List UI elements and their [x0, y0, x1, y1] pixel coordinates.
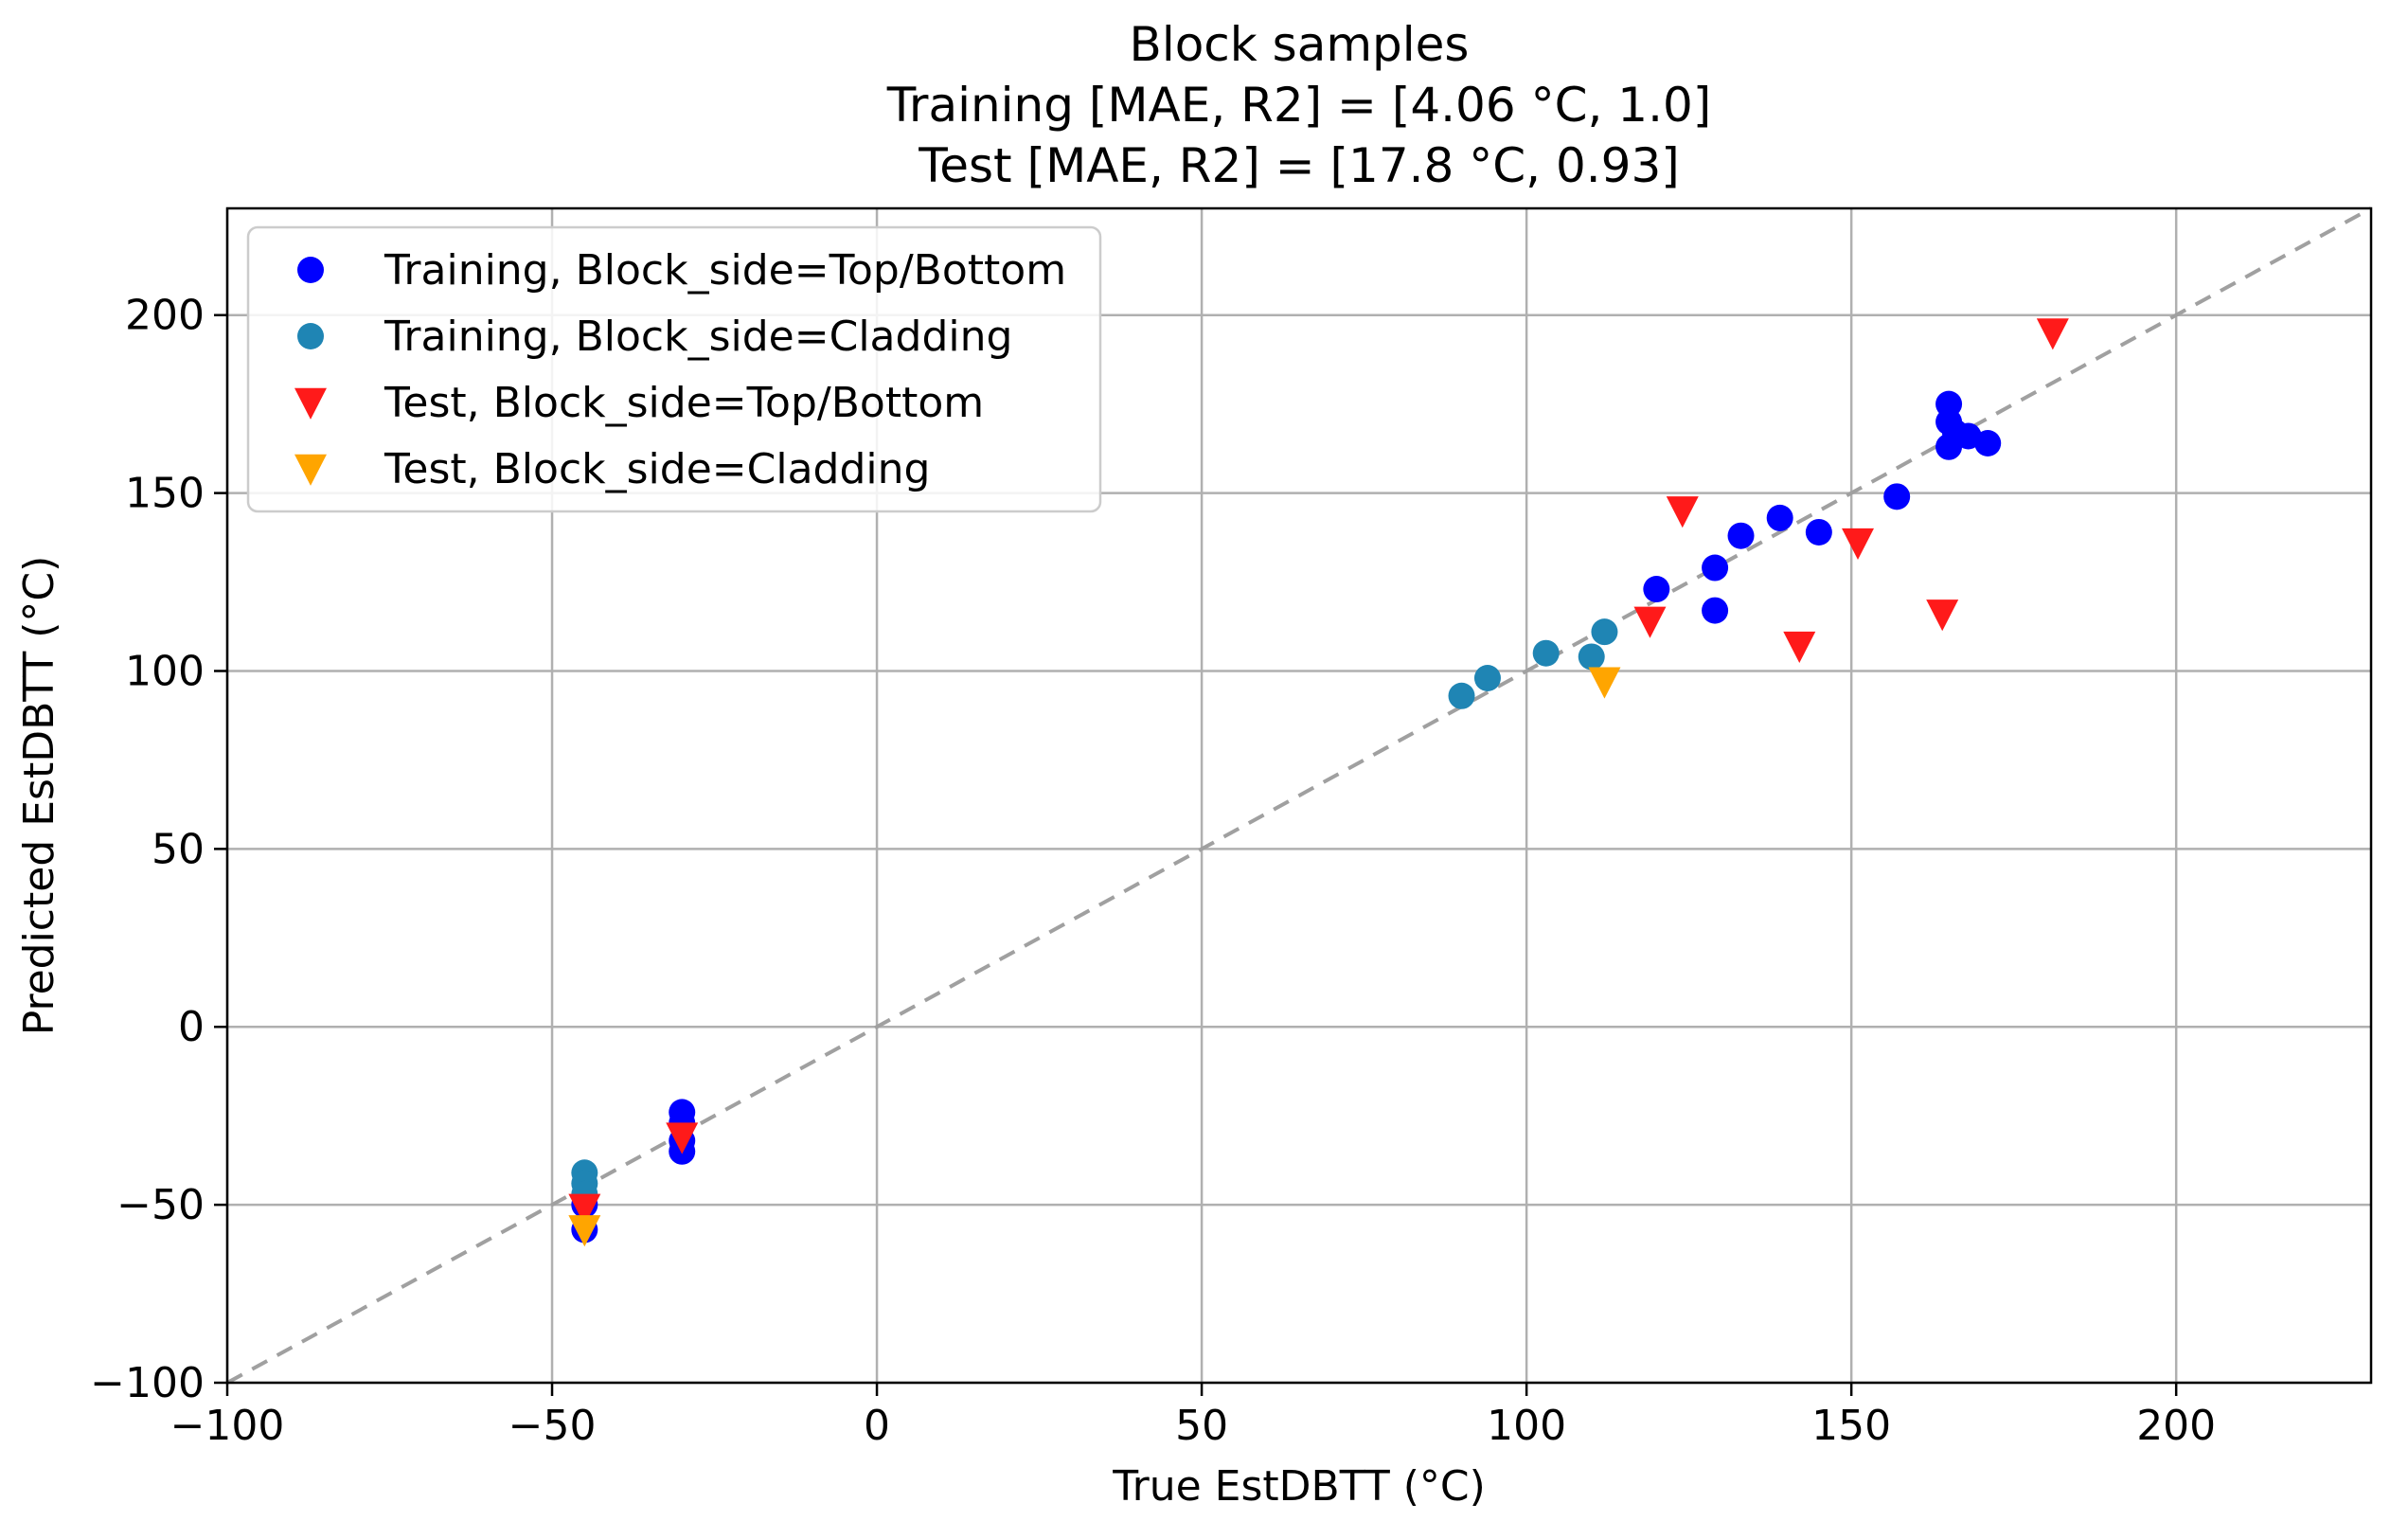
data-point [1783, 631, 1816, 664]
title-line-1: Block samples [1130, 17, 1470, 72]
series-3 [568, 318, 2069, 1226]
x-tick-label: 150 [1811, 1402, 1891, 1450]
legend-label: Training, Block_side=Top/Bottom [383, 246, 1066, 295]
data-point [1926, 599, 1959, 632]
data-point [1448, 682, 1475, 709]
x-tick-label: 0 [864, 1402, 890, 1450]
axes-frame [225, 206, 2373, 1385]
legend-marker [297, 257, 324, 283]
data-point [1883, 483, 1911, 510]
data-point [1974, 430, 2002, 456]
x-axis-label: True EstDBTT (°C) [1112, 1462, 1486, 1511]
y-tick-label: 150 [125, 470, 205, 518]
y-tick-label: 50 [152, 825, 205, 873]
legend-entry-3: Test, Block_side=Top/Bottom [294, 379, 984, 427]
series-4 [568, 667, 1621, 1247]
title-line-2: Training [MAE, R2] = [4.06 °C, 1.0] [886, 78, 1712, 133]
legend-entry-4: Test, Block_side=Cladding [294, 445, 930, 493]
y-tick-label: −50 [116, 1181, 205, 1229]
legend-marker [297, 323, 324, 349]
chart-title: Block samples Training [MAE, R2] = [4.06… [886, 17, 1712, 193]
y-tick-label: 100 [125, 647, 205, 695]
y-tick-label: −100 [90, 1359, 205, 1407]
data-point [1643, 576, 1670, 603]
x-axis-ticks: −100 −50 0 50 100 150 200 [170, 1383, 2216, 1450]
data-point [1702, 597, 1729, 624]
data-point [1532, 639, 1560, 667]
data-point [1588, 667, 1621, 699]
legend-entry-2: Training, Block_side=Cladding [297, 313, 1012, 361]
data-point [1702, 554, 1729, 582]
y-tick-label: 200 [125, 292, 205, 340]
data-points [568, 318, 2069, 1247]
legend-box [246, 225, 1102, 513]
x-tick-label: 50 [1175, 1402, 1228, 1450]
x-tick-label: −50 [508, 1402, 597, 1450]
legend-marker [294, 454, 327, 486]
data-point [1473, 665, 1501, 691]
y-axis-ticks: −100 −50 0 50 100 150 200 [90, 292, 227, 1407]
title-line-3: Test [MAE, R2] = [17.8 °C, 0.93] [918, 138, 1680, 193]
data-point [568, 1193, 601, 1226]
data-point [1805, 518, 1832, 546]
legend-label: Test, Block_side=Cladding [383, 445, 930, 493]
data-point [1633, 606, 1667, 638]
data-point [1591, 618, 1618, 646]
legend-label: Test, Block_side=Top/Bottom [383, 379, 984, 427]
data-point [1727, 522, 1755, 549]
y-tick-label: 0 [178, 1003, 205, 1051]
legend-marker [294, 387, 327, 420]
legend: Training, Block_side=Top/Bottom Training,… [246, 225, 1102, 513]
legend-entry-1: Training, Block_side=Top/Bottom [297, 246, 1066, 295]
x-tick-label: −100 [170, 1402, 285, 1450]
plot-area [225, 206, 2373, 1385]
y-axis-label: Predicted EstDBTT (°C) [15, 556, 63, 1036]
x-tick-label: 100 [1487, 1402, 1566, 1450]
data-point [1842, 528, 1875, 561]
legend-label: Training, Block_side=Cladding [383, 313, 1012, 361]
data-point [1578, 643, 1605, 671]
data-point [666, 1122, 699, 1154]
data-point [2036, 318, 2069, 350]
data-point [1666, 496, 1699, 528]
data-point [1766, 504, 1793, 531]
x-tick-label: 200 [2136, 1402, 2216, 1450]
data-point [568, 1215, 601, 1247]
series-2 [571, 618, 1618, 1208]
